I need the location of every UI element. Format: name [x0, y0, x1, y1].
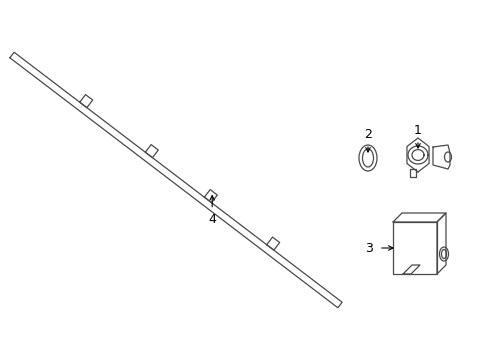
Text: 2: 2: [364, 127, 371, 140]
Text: 4: 4: [208, 213, 216, 226]
Text: 3: 3: [365, 242, 372, 255]
Text: 1: 1: [413, 123, 421, 136]
